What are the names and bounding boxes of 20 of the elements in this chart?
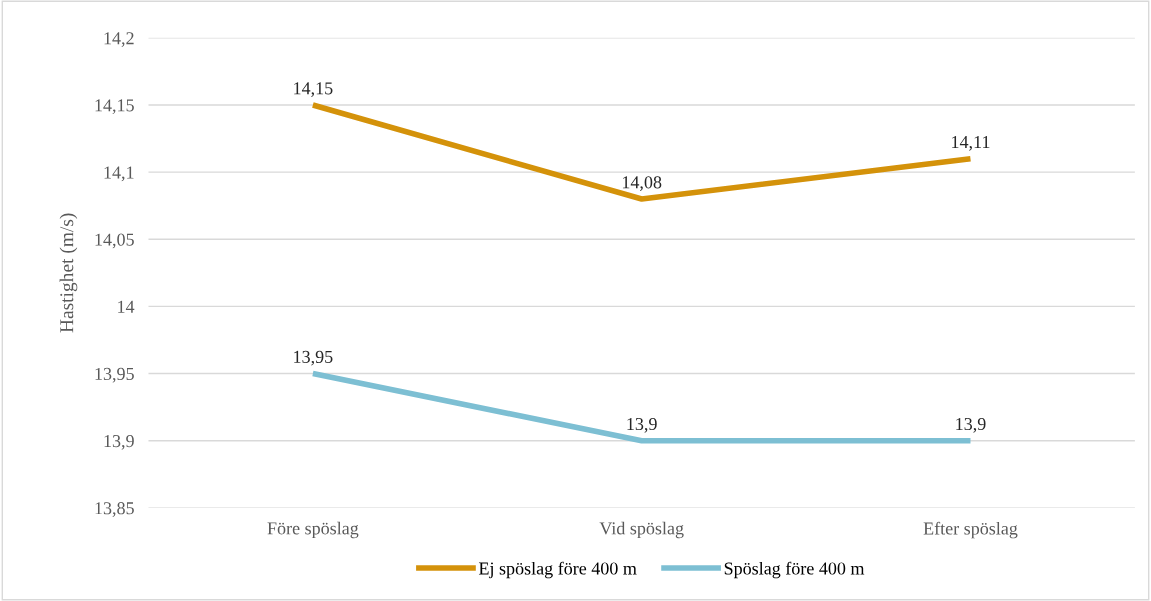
legend-label: Spöslag före 400 m	[724, 561, 865, 579]
x-tick-label: Efter spöslag	[923, 521, 1018, 539]
y-tick-label: 14,05	[95, 233, 134, 249]
y-tick-label: 13,9	[104, 435, 134, 450]
y-tick-label: 13,95	[95, 367, 134, 383]
data-label: 14,08	[622, 176, 662, 191]
y-tick-label: 13,85	[95, 502, 134, 517]
y-axis-title: Hastighet (m/s)	[59, 213, 78, 333]
data-label: 14,15	[294, 82, 333, 97]
y-tick-label: 14,2	[104, 32, 134, 47]
data-label: 14,11	[952, 136, 990, 151]
y-tick-label: 14,15	[95, 99, 134, 115]
data-label: 13,95	[294, 350, 333, 366]
data-label: 13,9	[956, 417, 986, 433]
y-tick-label: 14	[118, 300, 135, 313]
x-tick-label: Vid spöslag	[599, 521, 684, 539]
y-tick-label: 14,1	[104, 166, 134, 182]
x-tick-label: Före spöslag	[267, 521, 359, 539]
data-label: 13,9	[627, 417, 657, 433]
legend-label: Ej spöslag före 400 m	[478, 561, 637, 579]
